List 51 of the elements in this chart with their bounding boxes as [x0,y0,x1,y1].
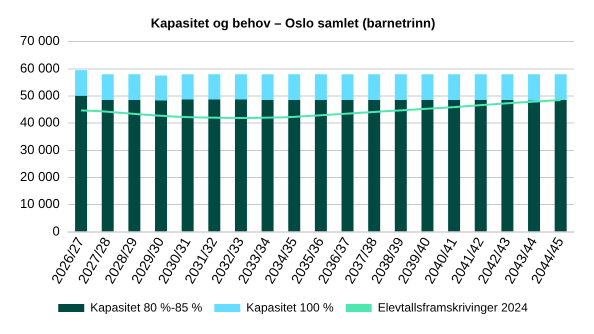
bar [501,74,514,100]
bar [342,100,354,232]
bar [528,100,540,232]
bar [262,74,274,100]
bar [394,74,407,100]
bar [554,100,567,232]
bar [234,74,247,100]
y-tick-label: 70 000 [20,33,60,48]
y-tick-label: 20 000 [20,169,60,184]
bar [102,100,114,232]
bar [208,99,220,232]
bar [368,74,380,100]
bar [421,74,434,100]
bar [501,100,514,232]
y-tick-label: 60 000 [20,60,60,76]
bar [288,74,300,100]
y-tick-label: 40 000 [20,114,60,130]
bar [474,74,487,100]
bar [474,100,487,232]
bar [288,100,300,232]
bar [102,74,114,100]
bar [75,70,88,96]
bar [314,74,327,100]
legend-label: Kapasitet 100 % [246,300,334,314]
bar [448,100,460,232]
y-tick-label: 0 [52,223,60,238]
bar [421,100,434,232]
bar [342,74,354,100]
line-series [80,99,562,119]
bar [448,74,460,100]
bar [314,100,327,232]
y-tick-label: 30 000 [20,142,60,157]
y-tick-label: 10 000 [20,196,60,212]
bar [155,100,168,232]
bar [262,100,274,232]
bar [394,100,407,232]
chart-title: Kapasitet og behov – Oslo samlet (barnetrinn) [150,15,436,30]
legend-label: Elevtallsframskrivinger 2024 [378,300,528,314]
legend-label: Kapasitet 80 %-85 % [90,300,203,314]
bar [155,76,168,101]
bar [368,100,380,232]
bar [182,99,194,232]
bar [128,74,140,100]
y-tick-label: 50 000 [20,88,60,103]
bar [528,74,540,101]
bar [75,96,88,232]
bar [234,99,247,232]
bar [128,100,140,232]
bar [208,74,220,100]
bar [182,74,194,100]
bar [554,74,567,100]
